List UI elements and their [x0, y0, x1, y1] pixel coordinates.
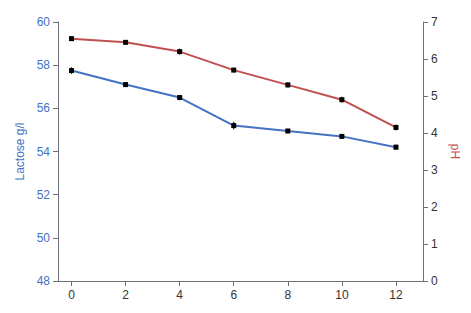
svg-text:60: 60 — [37, 15, 51, 29]
svg-text:10: 10 — [335, 288, 349, 302]
svg-text:4: 4 — [431, 126, 438, 140]
svg-text:58: 58 — [37, 58, 51, 72]
svg-text:Lactose g/l: Lactose g/l — [13, 122, 27, 180]
svg-text:6: 6 — [431, 52, 438, 66]
svg-text:2: 2 — [122, 288, 129, 302]
svg-text:12: 12 — [389, 288, 403, 302]
svg-text:6: 6 — [230, 288, 237, 302]
svg-text:4: 4 — [176, 288, 183, 302]
svg-text:3: 3 — [431, 163, 438, 177]
svg-text:5: 5 — [431, 89, 438, 103]
svg-text:1: 1 — [431, 237, 438, 251]
svg-text:pH: pH — [448, 144, 462, 159]
svg-text:8: 8 — [284, 288, 291, 302]
svg-text:56: 56 — [37, 101, 51, 115]
svg-text:2: 2 — [431, 200, 438, 214]
svg-text:0: 0 — [431, 274, 438, 288]
svg-text:54: 54 — [37, 145, 51, 159]
svg-text:50: 50 — [37, 231, 51, 245]
svg-text:7: 7 — [431, 15, 438, 29]
svg-text:0: 0 — [68, 288, 75, 302]
svg-text:48: 48 — [37, 274, 51, 288]
svg-text:52: 52 — [37, 188, 51, 202]
